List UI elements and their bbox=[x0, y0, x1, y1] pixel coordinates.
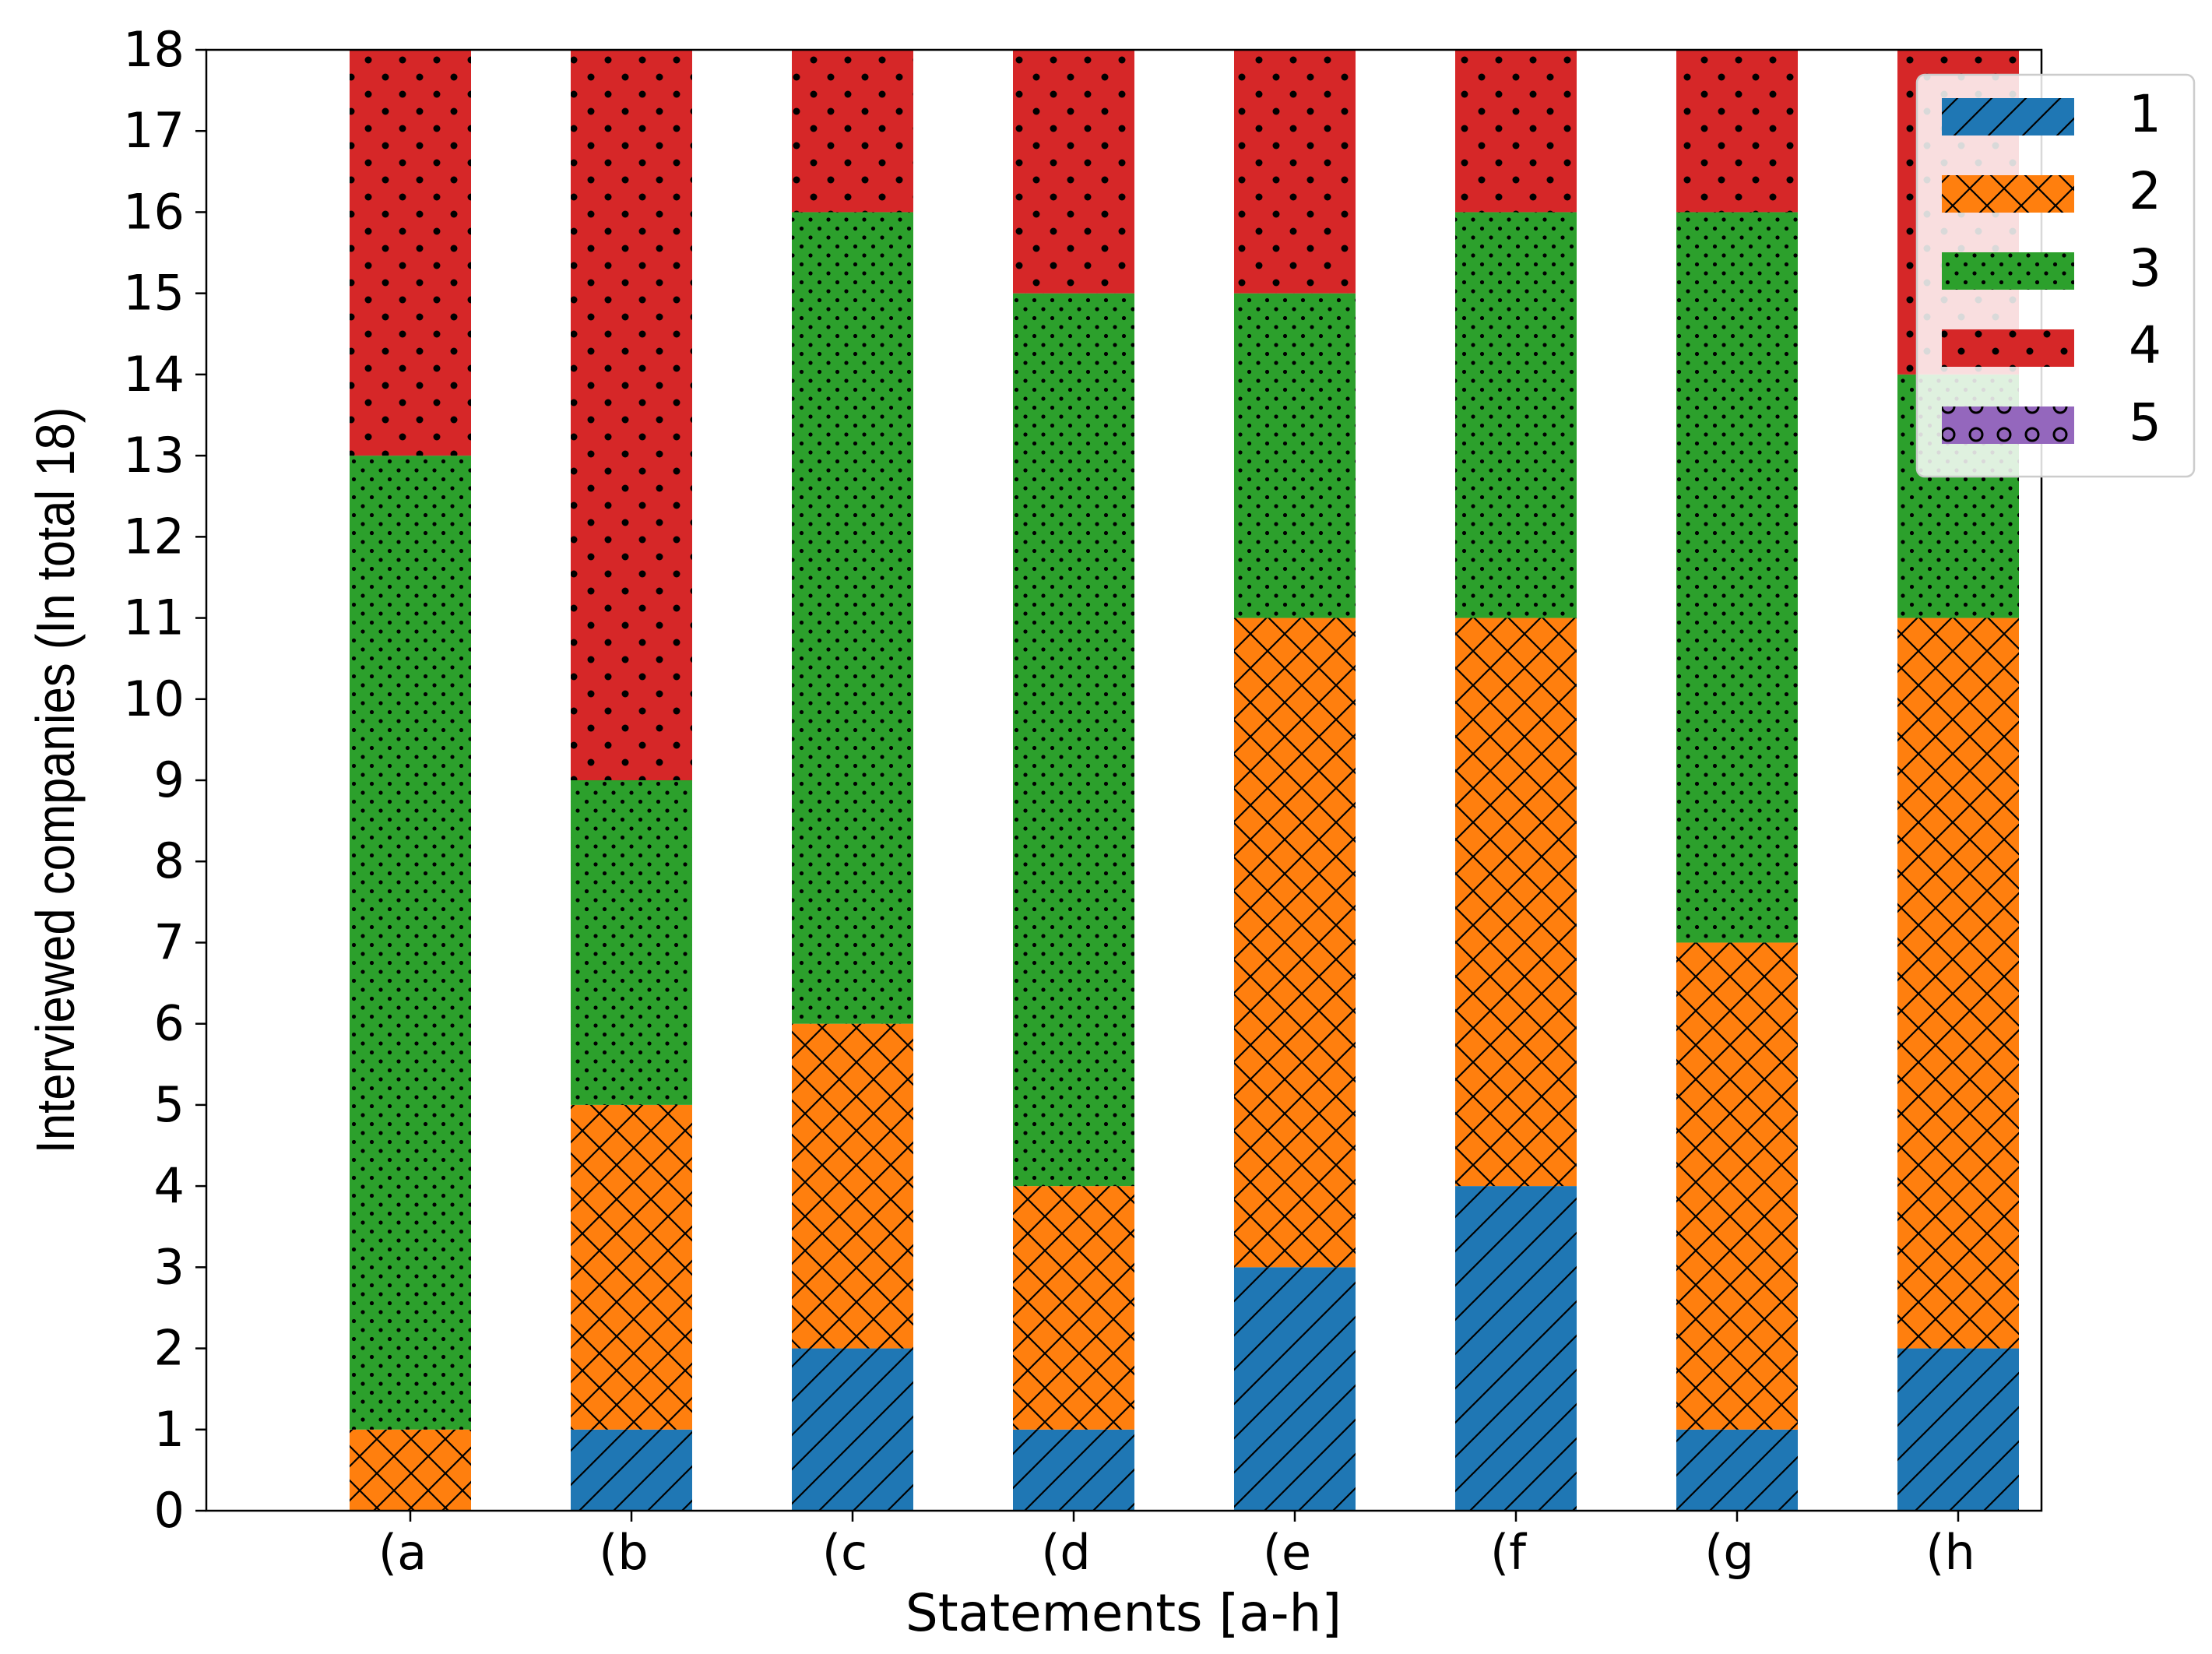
x-axis-label: Statements [a-h] bbox=[906, 1583, 1342, 1643]
x-tick-label: (f bbox=[1490, 1524, 1528, 1581]
y-tick-label: 18 bbox=[123, 21, 185, 78]
bar-segment-4-series-2 bbox=[1013, 1186, 1134, 1430]
y-tick-label: 10 bbox=[123, 670, 185, 727]
x-axis: (a (b (c (d (e (f (g (h bbox=[378, 1511, 1975, 1581]
bar-segment-2-series-2 bbox=[571, 1104, 692, 1430]
bar-segment-4-series-1 bbox=[1013, 1429, 1134, 1511]
legend-label: 4 bbox=[2129, 315, 2161, 375]
x-tick-label: (a bbox=[378, 1524, 427, 1581]
bar-segment-2-series-4 bbox=[571, 50, 692, 780]
legend-label: 5 bbox=[2129, 392, 2161, 452]
x-tick-label: (g bbox=[1704, 1524, 1754, 1581]
y-tick-label: 14 bbox=[123, 346, 185, 403]
y-tick-label: 13 bbox=[123, 427, 185, 484]
legend-item-4: 4 bbox=[1942, 315, 2161, 375]
bar-segment-2-series-3 bbox=[571, 780, 692, 1105]
bar-segment-5-series-3 bbox=[1234, 293, 1356, 618]
y-tick-label: 11 bbox=[123, 589, 185, 646]
bar-segment-7-series-3 bbox=[1676, 212, 1798, 943]
bar-segment-5-series-4 bbox=[1234, 50, 1356, 294]
y-tick-label: 0 bbox=[154, 1482, 185, 1539]
y-tick-label: 8 bbox=[154, 832, 185, 889]
bar-segment-4-series-3 bbox=[1013, 293, 1134, 1187]
bar-segment-6-series-4 bbox=[1455, 50, 1577, 213]
y-axis-label: Interviewed companies (In total 18) bbox=[24, 407, 86, 1154]
y-tick-label: 4 bbox=[154, 1157, 185, 1214]
bars-group bbox=[350, 50, 2019, 1511]
bar-segment-6-series-3 bbox=[1455, 212, 1577, 618]
y-tick-label: 2 bbox=[154, 1320, 185, 1377]
x-tick-label: (b bbox=[599, 1524, 649, 1581]
legend-item-1: 1 bbox=[1942, 84, 2161, 144]
y-tick-label: 5 bbox=[154, 1076, 185, 1133]
bar-segment-1-series-2 bbox=[350, 1429, 471, 1511]
x-tick-label: (d bbox=[1041, 1524, 1091, 1581]
legend-label: 1 bbox=[2129, 84, 2161, 144]
bar-segment-7-series-1 bbox=[1676, 1429, 1798, 1511]
x-tick-label: (c bbox=[822, 1524, 867, 1581]
y-tick-label: 16 bbox=[123, 183, 185, 240]
x-tick-label: (e bbox=[1263, 1524, 1311, 1581]
bar-segment-1-series-3 bbox=[350, 456, 471, 1430]
bar-segment-3-series-4 bbox=[792, 50, 913, 213]
bar-segment-7-series-4 bbox=[1676, 50, 1798, 213]
bar-segment-8-series-1 bbox=[1897, 1348, 2019, 1511]
y-tick-label: 12 bbox=[123, 508, 185, 565]
bar-segment-7-series-2 bbox=[1676, 942, 1798, 1430]
bar-segment-4-series-4 bbox=[1013, 50, 1134, 294]
y-tick-label: 15 bbox=[123, 265, 185, 322]
bar-segment-6-series-1 bbox=[1455, 1186, 1577, 1511]
bar-segment-3-series-2 bbox=[792, 1023, 913, 1349]
y-tick-label: 9 bbox=[154, 751, 185, 808]
bar-segment-5-series-1 bbox=[1234, 1267, 1356, 1511]
bar-segment-6-series-2 bbox=[1455, 618, 1577, 1187]
y-tick-label: 3 bbox=[154, 1238, 185, 1295]
legend: 1 2 3 4 5 bbox=[1915, 73, 2196, 478]
y-tick-label: 6 bbox=[154, 995, 185, 1052]
legend-item-5: 5 bbox=[1942, 392, 2161, 452]
legend-label: 3 bbox=[2129, 238, 2161, 298]
y-tick-label: 17 bbox=[123, 102, 185, 159]
bar-segment-2-series-1 bbox=[571, 1429, 692, 1511]
legend-item-3: 3 bbox=[1942, 238, 2161, 298]
y-tick-label: 1 bbox=[154, 1401, 185, 1458]
bar-segment-3-series-3 bbox=[792, 212, 913, 1024]
legend-label: 2 bbox=[2129, 161, 2161, 221]
bar-segment-8-series-2 bbox=[1897, 618, 2019, 1349]
bar-segment-3-series-1 bbox=[792, 1348, 913, 1511]
bar-segment-1-series-4 bbox=[350, 50, 471, 456]
y-tick-label: 7 bbox=[154, 913, 185, 970]
bar-segment-5-series-2 bbox=[1234, 618, 1356, 1268]
legend-item-2: 2 bbox=[1942, 161, 2161, 221]
x-tick-label: (h bbox=[1925, 1524, 1975, 1581]
